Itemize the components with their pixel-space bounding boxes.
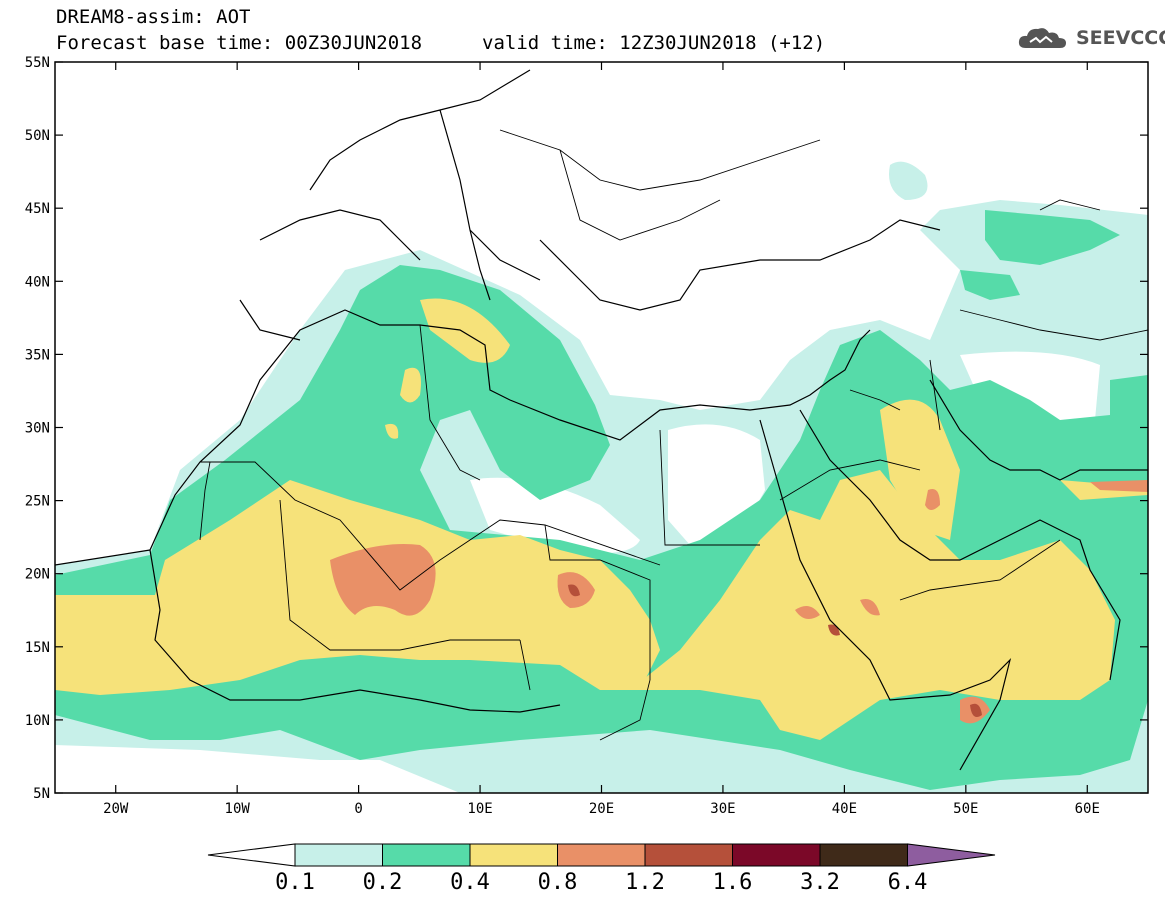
lat-tick-label: 5N	[33, 786, 50, 802]
colorbar-max-triangle	[907, 843, 996, 867]
colorbar-box	[644, 843, 733, 867]
colorbar-label: 3.2	[800, 870, 840, 895]
map-title: DREAM8-assim: AOT	[56, 6, 251, 28]
lat-tick-label: 15N	[25, 640, 50, 656]
colorbar-label: 0.4	[450, 870, 490, 895]
latitude-axis: 55N 50N 45N 40N 35N 30N 25N 20N 15N 10N 5N	[25, 55, 1148, 802]
coastlines	[55, 69, 1148, 771]
lat-tick-label: 30N	[25, 421, 50, 437]
colorbar-label: 0.2	[363, 870, 403, 895]
colorbar-boxes	[207, 843, 996, 867]
lon-tick-label: 20W	[103, 801, 129, 817]
lon-tick-label: 60E	[1075, 801, 1100, 817]
lon-tick-label: 30E	[710, 801, 735, 817]
lon-tick-label: 10E	[467, 801, 492, 817]
forecast-base-time: Forecast base time: 00Z30JUN2018	[56, 32, 423, 54]
cloud-icon	[1018, 28, 1066, 48]
lon-tick-label: 10W	[225, 801, 251, 817]
longitude-axis: 20W 10W 0 10E 20E 30E 40E 50E 60E	[103, 62, 1100, 817]
colorbar-label: 1.2	[625, 870, 665, 895]
colorbar-label: 0.8	[538, 870, 578, 895]
colorbar-box	[819, 843, 908, 867]
colorbar-labels: 0.1 0.2 0.4 0.8 1.2 1.6 3.2 6.4	[275, 870, 927, 895]
lon-tick-label: 40E	[832, 801, 857, 817]
lat-tick-label: 20N	[25, 567, 50, 583]
lon-tick-label: 20E	[589, 801, 614, 817]
colorbar-label: 0.1	[275, 870, 315, 895]
lon-tick-label: 0	[354, 801, 362, 817]
colorbar-box	[294, 843, 383, 867]
colorbar-box	[469, 843, 558, 867]
colorbar-label: 1.6	[713, 870, 753, 895]
colorbar-box	[382, 843, 471, 867]
seevccc-logo: SEEVCCC	[1016, 24, 1165, 52]
lat-tick-label: 40N	[25, 274, 50, 290]
lat-tick-label: 50N	[25, 128, 50, 144]
colorbar-box	[732, 843, 821, 867]
logo-text: SEEVCCC	[1076, 27, 1165, 49]
colorbar-box	[557, 843, 646, 867]
country-borders	[199, 129, 1148, 741]
lat-tick-label: 55N	[25, 55, 50, 71]
lat-tick-label: 35N	[25, 347, 50, 363]
valid-time: valid time: 12Z30JUN2018 (+12)	[482, 32, 826, 54]
lat-tick-label: 45N	[25, 201, 50, 217]
lat-tick-label: 25N	[25, 494, 50, 510]
aot-field	[55, 62, 1148, 793]
colorbar-label: 6.4	[888, 870, 928, 895]
lon-tick-label: 50E	[953, 801, 978, 817]
lat-tick-label: 10N	[25, 713, 50, 729]
colorbar-min-triangle	[207, 843, 296, 867]
